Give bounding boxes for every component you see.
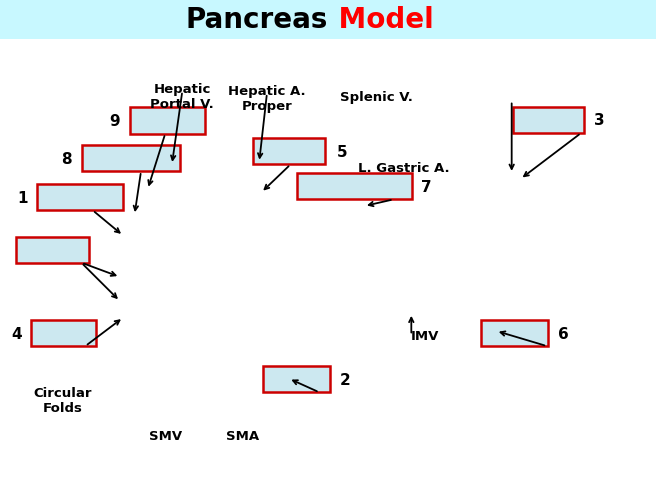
Text: Hepatic A.
Proper: Hepatic A. Proper: [228, 85, 306, 113]
Bar: [16, 238, 89, 264]
Text: Model: Model: [329, 6, 434, 34]
Bar: [82, 146, 180, 172]
Text: Hepatic
Portal V.: Hepatic Portal V.: [150, 82, 215, 110]
Text: 8: 8: [62, 151, 72, 166]
Bar: [263, 366, 330, 392]
Text: 1: 1: [17, 190, 28, 205]
Text: Circular
Folds: Circular Folds: [33, 386, 92, 414]
Text: 6: 6: [558, 326, 568, 341]
Text: 5: 5: [337, 144, 347, 160]
Bar: [253, 139, 325, 165]
Text: Pancreas: Pancreas: [186, 6, 328, 34]
Text: 3: 3: [594, 113, 604, 128]
Bar: [0, 0, 656, 40]
Text: L. Gastric A.: L. Gastric A.: [358, 161, 449, 174]
Bar: [513, 108, 584, 134]
Text: Splenic V.: Splenic V.: [340, 91, 413, 104]
Text: 2: 2: [340, 372, 350, 387]
Text: 9: 9: [109, 114, 119, 129]
Text: IMV: IMV: [411, 329, 439, 342]
Bar: [31, 321, 96, 346]
Text: SMV: SMV: [150, 428, 182, 442]
Bar: [297, 174, 412, 200]
Bar: [481, 321, 548, 346]
Text: 7: 7: [421, 180, 432, 194]
Text: 4: 4: [11, 326, 22, 341]
Text: SMA: SMA: [226, 428, 259, 442]
Bar: [37, 185, 123, 211]
Bar: [130, 108, 205, 135]
